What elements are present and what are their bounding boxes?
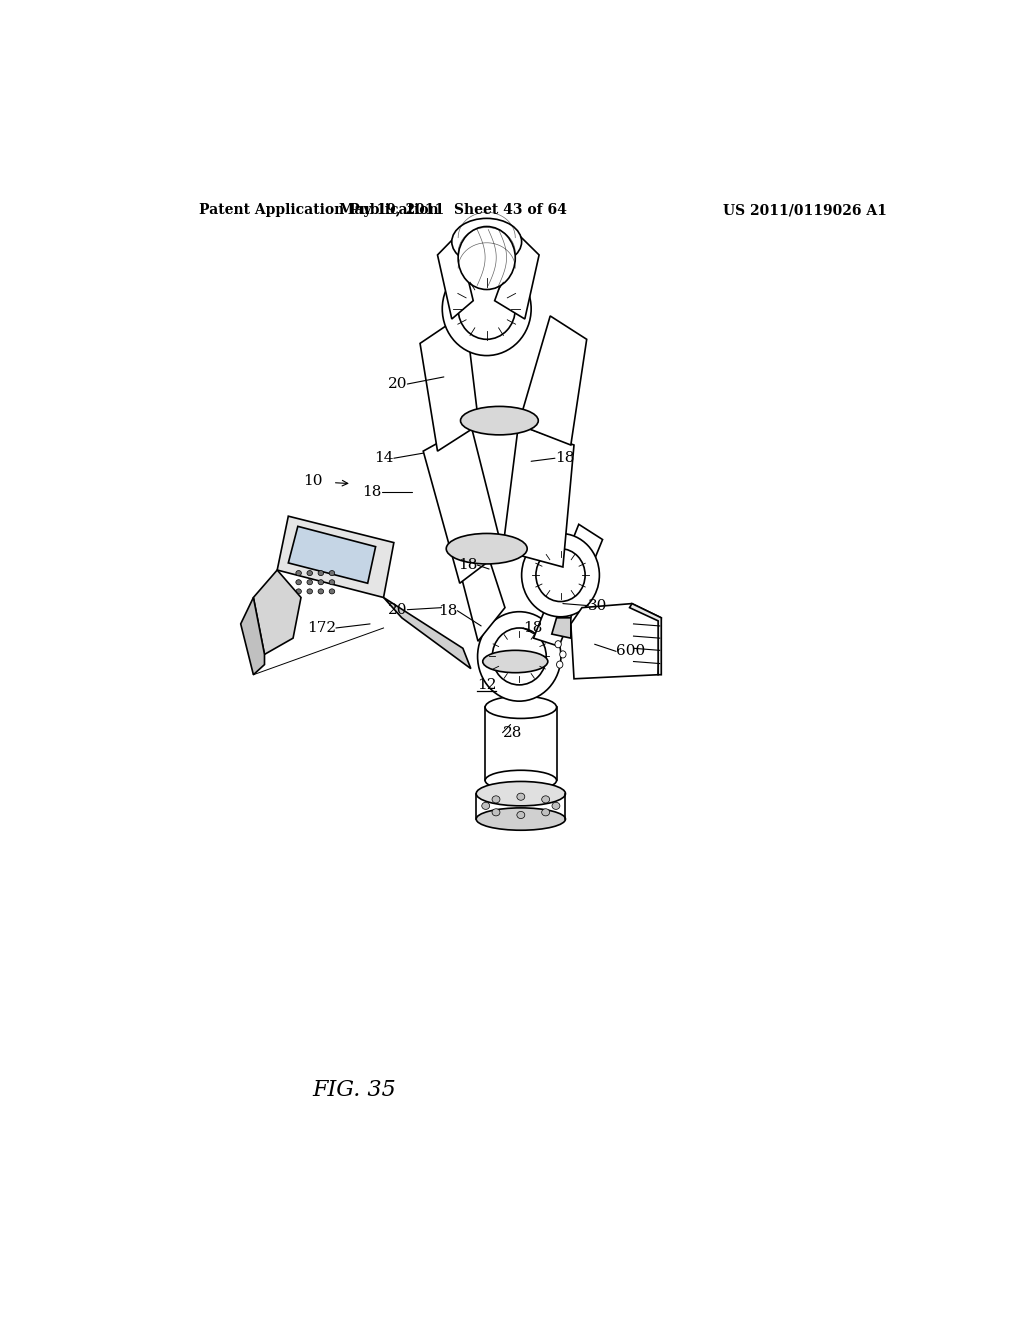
Polygon shape	[437, 235, 473, 319]
Ellipse shape	[555, 640, 561, 648]
Text: May 19, 2011  Sheet 43 of 64: May 19, 2011 Sheet 43 of 64	[339, 203, 567, 216]
Ellipse shape	[542, 796, 550, 803]
Text: 10: 10	[303, 474, 323, 487]
Text: FIG. 35: FIG. 35	[312, 1080, 396, 1101]
Polygon shape	[241, 598, 264, 675]
Ellipse shape	[329, 589, 335, 594]
Ellipse shape	[482, 651, 548, 673]
Text: 14: 14	[375, 451, 394, 465]
Text: US 2011/0119026 A1: US 2011/0119026 A1	[723, 203, 887, 216]
Text: 18: 18	[438, 603, 458, 618]
Polygon shape	[552, 618, 570, 638]
Ellipse shape	[329, 579, 335, 585]
Polygon shape	[253, 570, 301, 655]
Ellipse shape	[458, 279, 515, 339]
Polygon shape	[423, 425, 503, 583]
Polygon shape	[278, 516, 394, 598]
Ellipse shape	[452, 218, 521, 265]
Ellipse shape	[552, 803, 560, 809]
Ellipse shape	[521, 533, 599, 616]
Ellipse shape	[307, 589, 312, 594]
Ellipse shape	[476, 808, 565, 830]
Polygon shape	[289, 527, 376, 583]
Text: 600: 600	[616, 644, 645, 659]
Polygon shape	[420, 313, 479, 451]
Ellipse shape	[458, 227, 515, 289]
Polygon shape	[570, 603, 662, 678]
Text: 172: 172	[307, 620, 336, 635]
Ellipse shape	[296, 589, 301, 594]
Ellipse shape	[517, 812, 524, 818]
Text: 18: 18	[362, 484, 382, 499]
Ellipse shape	[493, 809, 500, 816]
Ellipse shape	[557, 661, 563, 668]
Ellipse shape	[307, 570, 312, 576]
Ellipse shape	[536, 549, 585, 602]
Ellipse shape	[517, 793, 524, 800]
Ellipse shape	[318, 570, 324, 576]
Polygon shape	[518, 315, 587, 445]
Ellipse shape	[560, 651, 566, 657]
Polygon shape	[503, 425, 574, 568]
Text: 30: 30	[588, 598, 607, 612]
Polygon shape	[630, 603, 662, 675]
Ellipse shape	[485, 696, 557, 718]
Polygon shape	[384, 598, 471, 669]
Ellipse shape	[296, 570, 301, 576]
Text: Patent Application Publication: Patent Application Publication	[200, 203, 439, 216]
Ellipse shape	[485, 771, 557, 791]
Ellipse shape	[318, 589, 324, 594]
Text: 18: 18	[458, 558, 477, 572]
Ellipse shape	[477, 611, 561, 701]
Ellipse shape	[493, 628, 546, 685]
Ellipse shape	[442, 263, 531, 355]
Ellipse shape	[318, 579, 324, 585]
Ellipse shape	[481, 803, 489, 809]
Polygon shape	[495, 235, 539, 319]
Ellipse shape	[307, 579, 312, 585]
Ellipse shape	[446, 533, 527, 564]
Text: 20: 20	[388, 603, 408, 616]
Text: 18: 18	[523, 620, 543, 635]
Ellipse shape	[493, 796, 500, 803]
Text: 12: 12	[477, 678, 497, 692]
Polygon shape	[534, 524, 602, 647]
Ellipse shape	[296, 579, 301, 585]
Ellipse shape	[542, 809, 550, 816]
Text: 18: 18	[555, 451, 574, 465]
Ellipse shape	[476, 781, 565, 805]
Ellipse shape	[329, 570, 335, 576]
Text: 20: 20	[388, 378, 408, 391]
Ellipse shape	[461, 407, 539, 434]
Polygon shape	[443, 486, 505, 642]
Text: 28: 28	[503, 726, 522, 739]
